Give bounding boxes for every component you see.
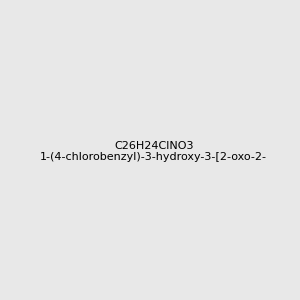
Text: C26H24ClNO3
1-(4-chlorobenzyl)-3-hydroxy-3-[2-oxo-2-: C26H24ClNO3 1-(4-chlorobenzyl)-3-hydroxy… (40, 141, 267, 162)
